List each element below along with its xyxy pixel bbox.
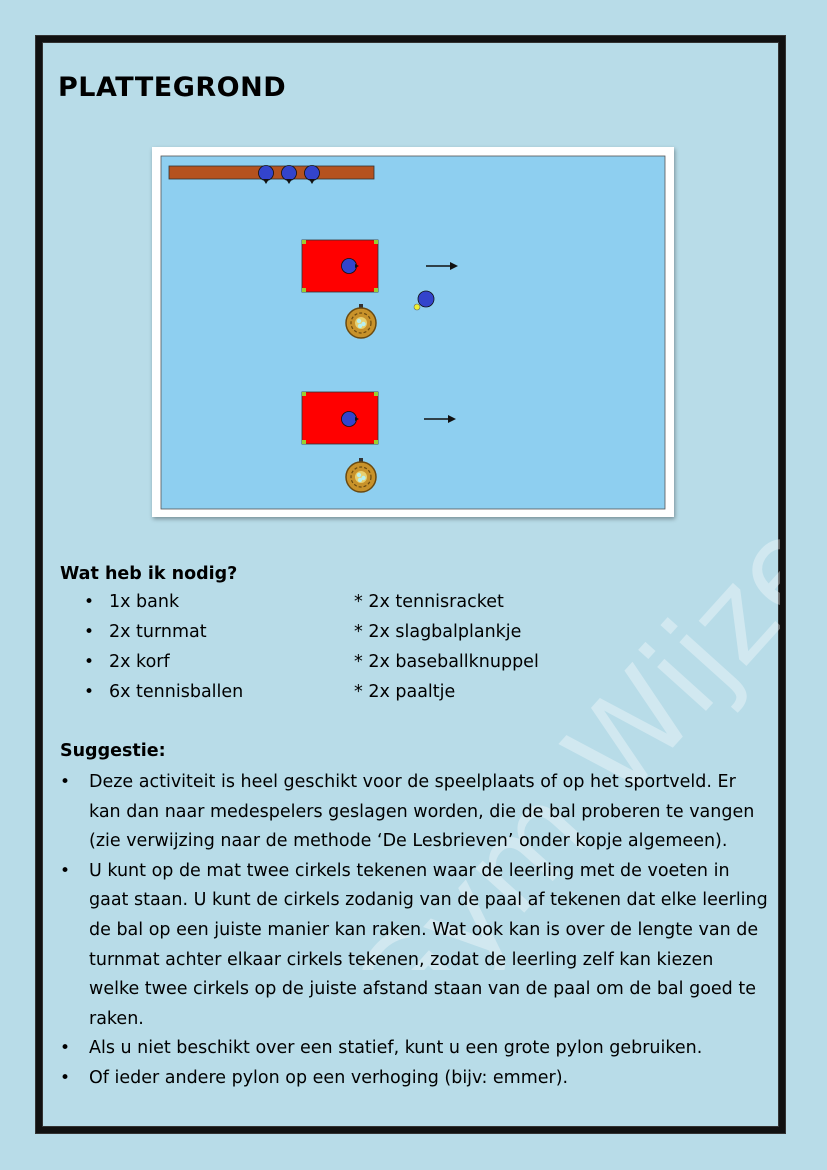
ball-basket: [345, 304, 377, 339]
direction-arrow: [424, 415, 456, 423]
ball-basket: [345, 458, 377, 493]
list-item: • U kunt op de mat twee cirkels tekenen …: [0, 857, 769, 1035]
floor-plan: [152, 147, 674, 517]
suggestion-text: Of ieder andere pylon op een verhoging (…: [89, 1067, 569, 1088]
catcher-player: [413, 290, 435, 311]
list-item: • 6x tennisballen * 2x paaltje: [0, 682, 827, 712]
list-item: • Deze activiteit is heel geschikt voor …: [0, 768, 769, 857]
need-item: 2x turnmat: [109, 622, 207, 642]
bullet-icon: •: [84, 592, 95, 612]
bullet-icon: •: [60, 772, 71, 792]
need-item: 2x korf: [109, 652, 170, 672]
suggestion-text: Deze activiteit is heel geschikt voor de…: [89, 772, 755, 852]
need-item: * 2x tennisracket: [354, 592, 504, 612]
waiting-player: [281, 165, 297, 184]
batter-player: [341, 258, 359, 274]
batter-player: [341, 411, 359, 427]
list-item: • Of ieder andere pylon op een verhoging…: [0, 1064, 769, 1094]
mat: [301, 239, 379, 293]
suggestion-text: U kunt op de mat twee cirkels tekenen wa…: [89, 860, 768, 1029]
waiting-player: [258, 165, 274, 184]
need-item: 1x bank: [109, 592, 180, 612]
suggestion-heading: Suggestie:: [60, 741, 166, 761]
list-item: • 2x korf * 2x baseballknuppel: [0, 652, 827, 682]
bullet-icon: •: [60, 1067, 71, 1088]
list-item: • 1x bank * 2x tennisracket: [0, 592, 827, 622]
bullet-icon: •: [60, 1038, 71, 1059]
field: [160, 155, 666, 510]
need-item: * 2x slagbalplankje: [354, 622, 522, 642]
needs-heading: Wat heb ik nodig?: [60, 564, 238, 584]
list-item: • 2x turnmat * 2x slagbalplankje: [0, 622, 827, 652]
need-item: * 2x paaltje: [354, 682, 456, 702]
list-item: • Als u niet beschikt over een statief, …: [0, 1034, 769, 1064]
need-item: 6x tennisballen: [109, 682, 244, 702]
bullet-icon: •: [84, 682, 95, 702]
bullet-icon: •: [60, 860, 71, 881]
bullet-icon: •: [84, 652, 95, 672]
suggestion-list: • Deze activiteit is heel geschikt voor …: [0, 768, 827, 1094]
need-item: * 2x baseballknuppel: [354, 652, 539, 672]
bullet-icon: •: [84, 622, 95, 642]
waiting-player: [304, 165, 320, 184]
direction-arrow: [426, 262, 458, 270]
suggestion-text: Als u niet beschikt over een statief, ku…: [89, 1038, 703, 1059]
floor-plan-diagram: [160, 155, 666, 510]
page-title: PLATTEGROND: [58, 72, 287, 103]
mat: [301, 391, 379, 445]
